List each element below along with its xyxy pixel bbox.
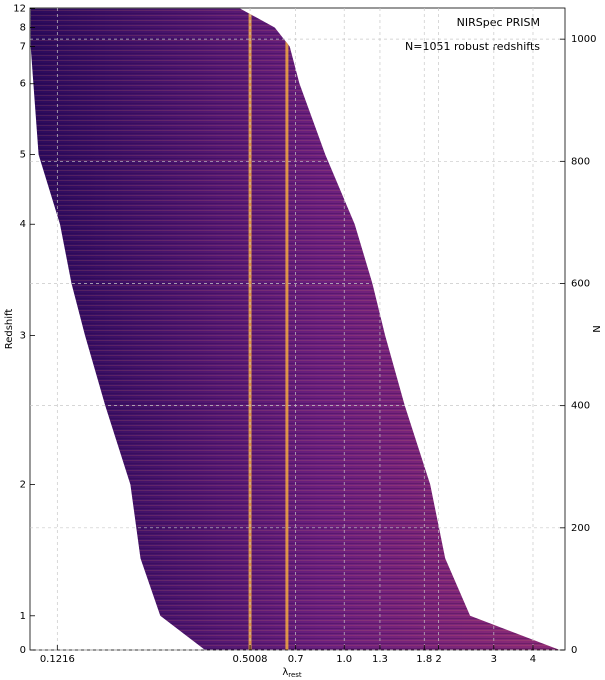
x-tick-label: 0.1216 [40, 654, 75, 665]
y2-axis-label: N [590, 325, 601, 332]
y-axis-label: Redshift [4, 309, 15, 350]
x-tick-label: 0.7 [288, 654, 304, 665]
x-tick-label: 1.8 [416, 654, 432, 665]
x-tick-label: 0.5008 [233, 654, 268, 665]
y2-tick-label: 800 [571, 156, 590, 167]
x-tick-label: 1.0 [336, 654, 352, 665]
y-tick-label: 6 [20, 79, 26, 90]
annotation: NIRSpec PRISM [457, 16, 540, 29]
y-tick-label: 3 [20, 330, 26, 341]
x-axis-label: λrest [282, 667, 302, 679]
y-tick-label: 8 [20, 23, 26, 34]
y-tick-label: 1 [20, 611, 26, 622]
y-tick-label: 7 [20, 41, 26, 52]
plot-frame [29, 7, 566, 651]
y-tick-label: 5 [20, 150, 26, 161]
y-tick-label: 2 [20, 479, 26, 490]
plot-area [30, 8, 560, 651]
y2-tick-label: 0 [571, 645, 577, 656]
x-tick-label: 1.3 [372, 654, 388, 665]
y2-tick-label: 400 [571, 401, 590, 412]
y2-tick-label: 1000 [571, 34, 596, 45]
y-tick-label: 0 [20, 645, 26, 656]
y2-tick-label: 600 [571, 278, 590, 289]
x-tick-label: 4 [530, 654, 536, 665]
x-tick-label: 3 [491, 654, 497, 665]
annotation: N=1051 robust redshifts [405, 40, 540, 53]
x-axis-label-sub: rest [288, 671, 302, 679]
y-tick-label: 4 [20, 219, 26, 230]
spectra-texture [30, 8, 560, 650]
y2-tick-label: 200 [571, 523, 590, 534]
x-tick-label: 2 [435, 654, 441, 665]
x-axis-label-main: λ [282, 667, 288, 678]
y-tick-label: 12 [13, 4, 26, 15]
